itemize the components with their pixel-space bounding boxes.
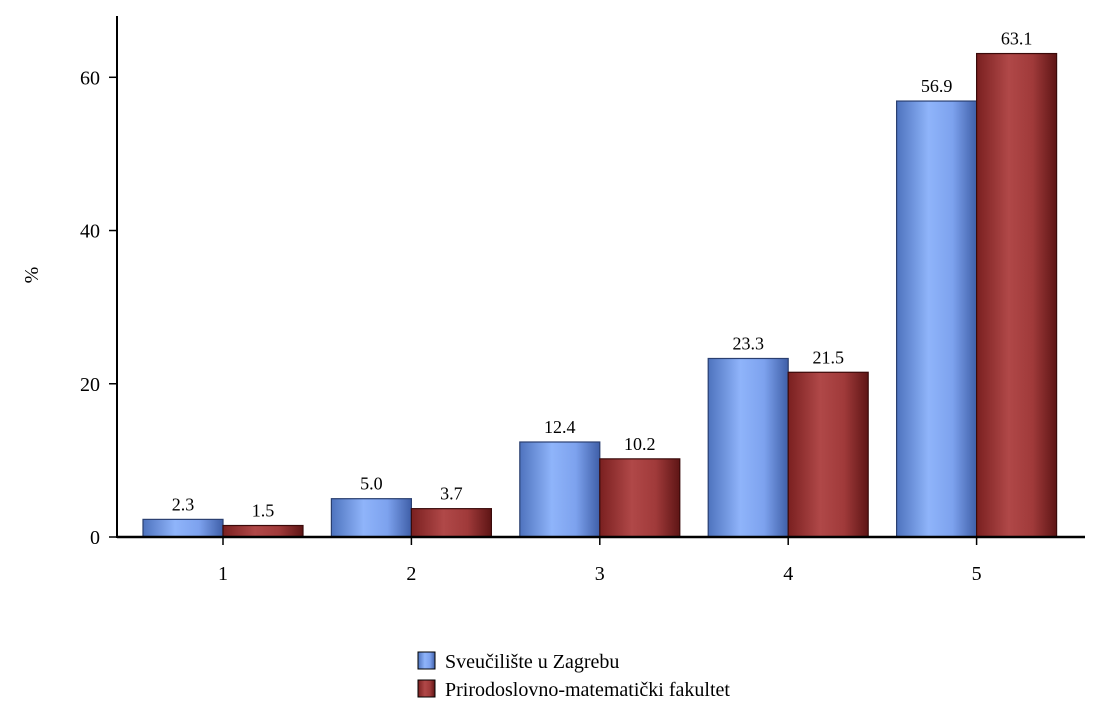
bar-series-1-cat-2 [330, 498, 412, 538]
data-label-series-2-cat-3: 10.2 [624, 434, 656, 454]
labels-layer: 2.3 1.5 1 5.0 3.7 2 12.4 10.2 3 23.3 21.5 4 56.9 63.1… [172, 29, 1033, 585]
bars-layer [142, 52, 1058, 538]
legend: Sveučilište u Zagrebu Prirodoslovno-matem… [417, 651, 730, 701]
data-label-series-2-cat-5: 63.1 [1001, 29, 1033, 49]
data-label-series-1-cat-1: 2.3 [172, 494, 195, 514]
bar-series-1-cat-1 [142, 518, 224, 538]
y-tick-label-60: 60 [80, 67, 100, 89]
bar-series-1-cat-4 [707, 357, 789, 538]
x-tick-label-1: 1 [218, 563, 228, 585]
data-label-series-2-cat-4: 21.5 [812, 347, 844, 367]
bar-series-2-cat-1 [222, 524, 304, 538]
data-label-series-2-cat-2: 3.7 [440, 484, 463, 504]
bar-series-2-cat-4 [787, 371, 869, 538]
bar-series-1-cat-5 [895, 100, 978, 538]
legend-label-series-2: Prirodoslovno-matematički fakultet [445, 679, 730, 701]
legend-label-series-1: Sveučilište u Zagrebu [445, 651, 619, 673]
x-tick-label-4: 4 [783, 563, 793, 585]
legend-swatch-series-2 [417, 679, 436, 698]
data-label-series-1-cat-2: 5.0 [360, 474, 383, 494]
data-label-series-1-cat-3: 12.4 [544, 417, 576, 437]
legend-swatch-series-1 [417, 651, 436, 670]
bar-series-2-cat-2 [410, 508, 492, 538]
data-label-series-1-cat-4: 23.3 [732, 333, 764, 353]
x-tick-label-5: 5 [972, 563, 982, 585]
x-tick-label-3: 3 [595, 563, 605, 585]
data-label-series-1-cat-5: 56.9 [921, 76, 953, 96]
y-tick-label-0: 0 [90, 527, 100, 549]
bar-series-1-cat-3 [519, 441, 601, 538]
bar-series-2-cat-5 [975, 52, 1058, 538]
y-tick-label-40: 40 [80, 221, 100, 243]
bar-series-2-cat-3 [599, 458, 681, 538]
y-axis-title: % [21, 267, 43, 284]
data-label-series-2-cat-1: 1.5 [252, 501, 275, 521]
axes-layer: 0 20 40 60 [80, 16, 1085, 549]
x-tick-label-2: 2 [406, 563, 416, 585]
y-tick-label-20: 20 [80, 374, 100, 396]
